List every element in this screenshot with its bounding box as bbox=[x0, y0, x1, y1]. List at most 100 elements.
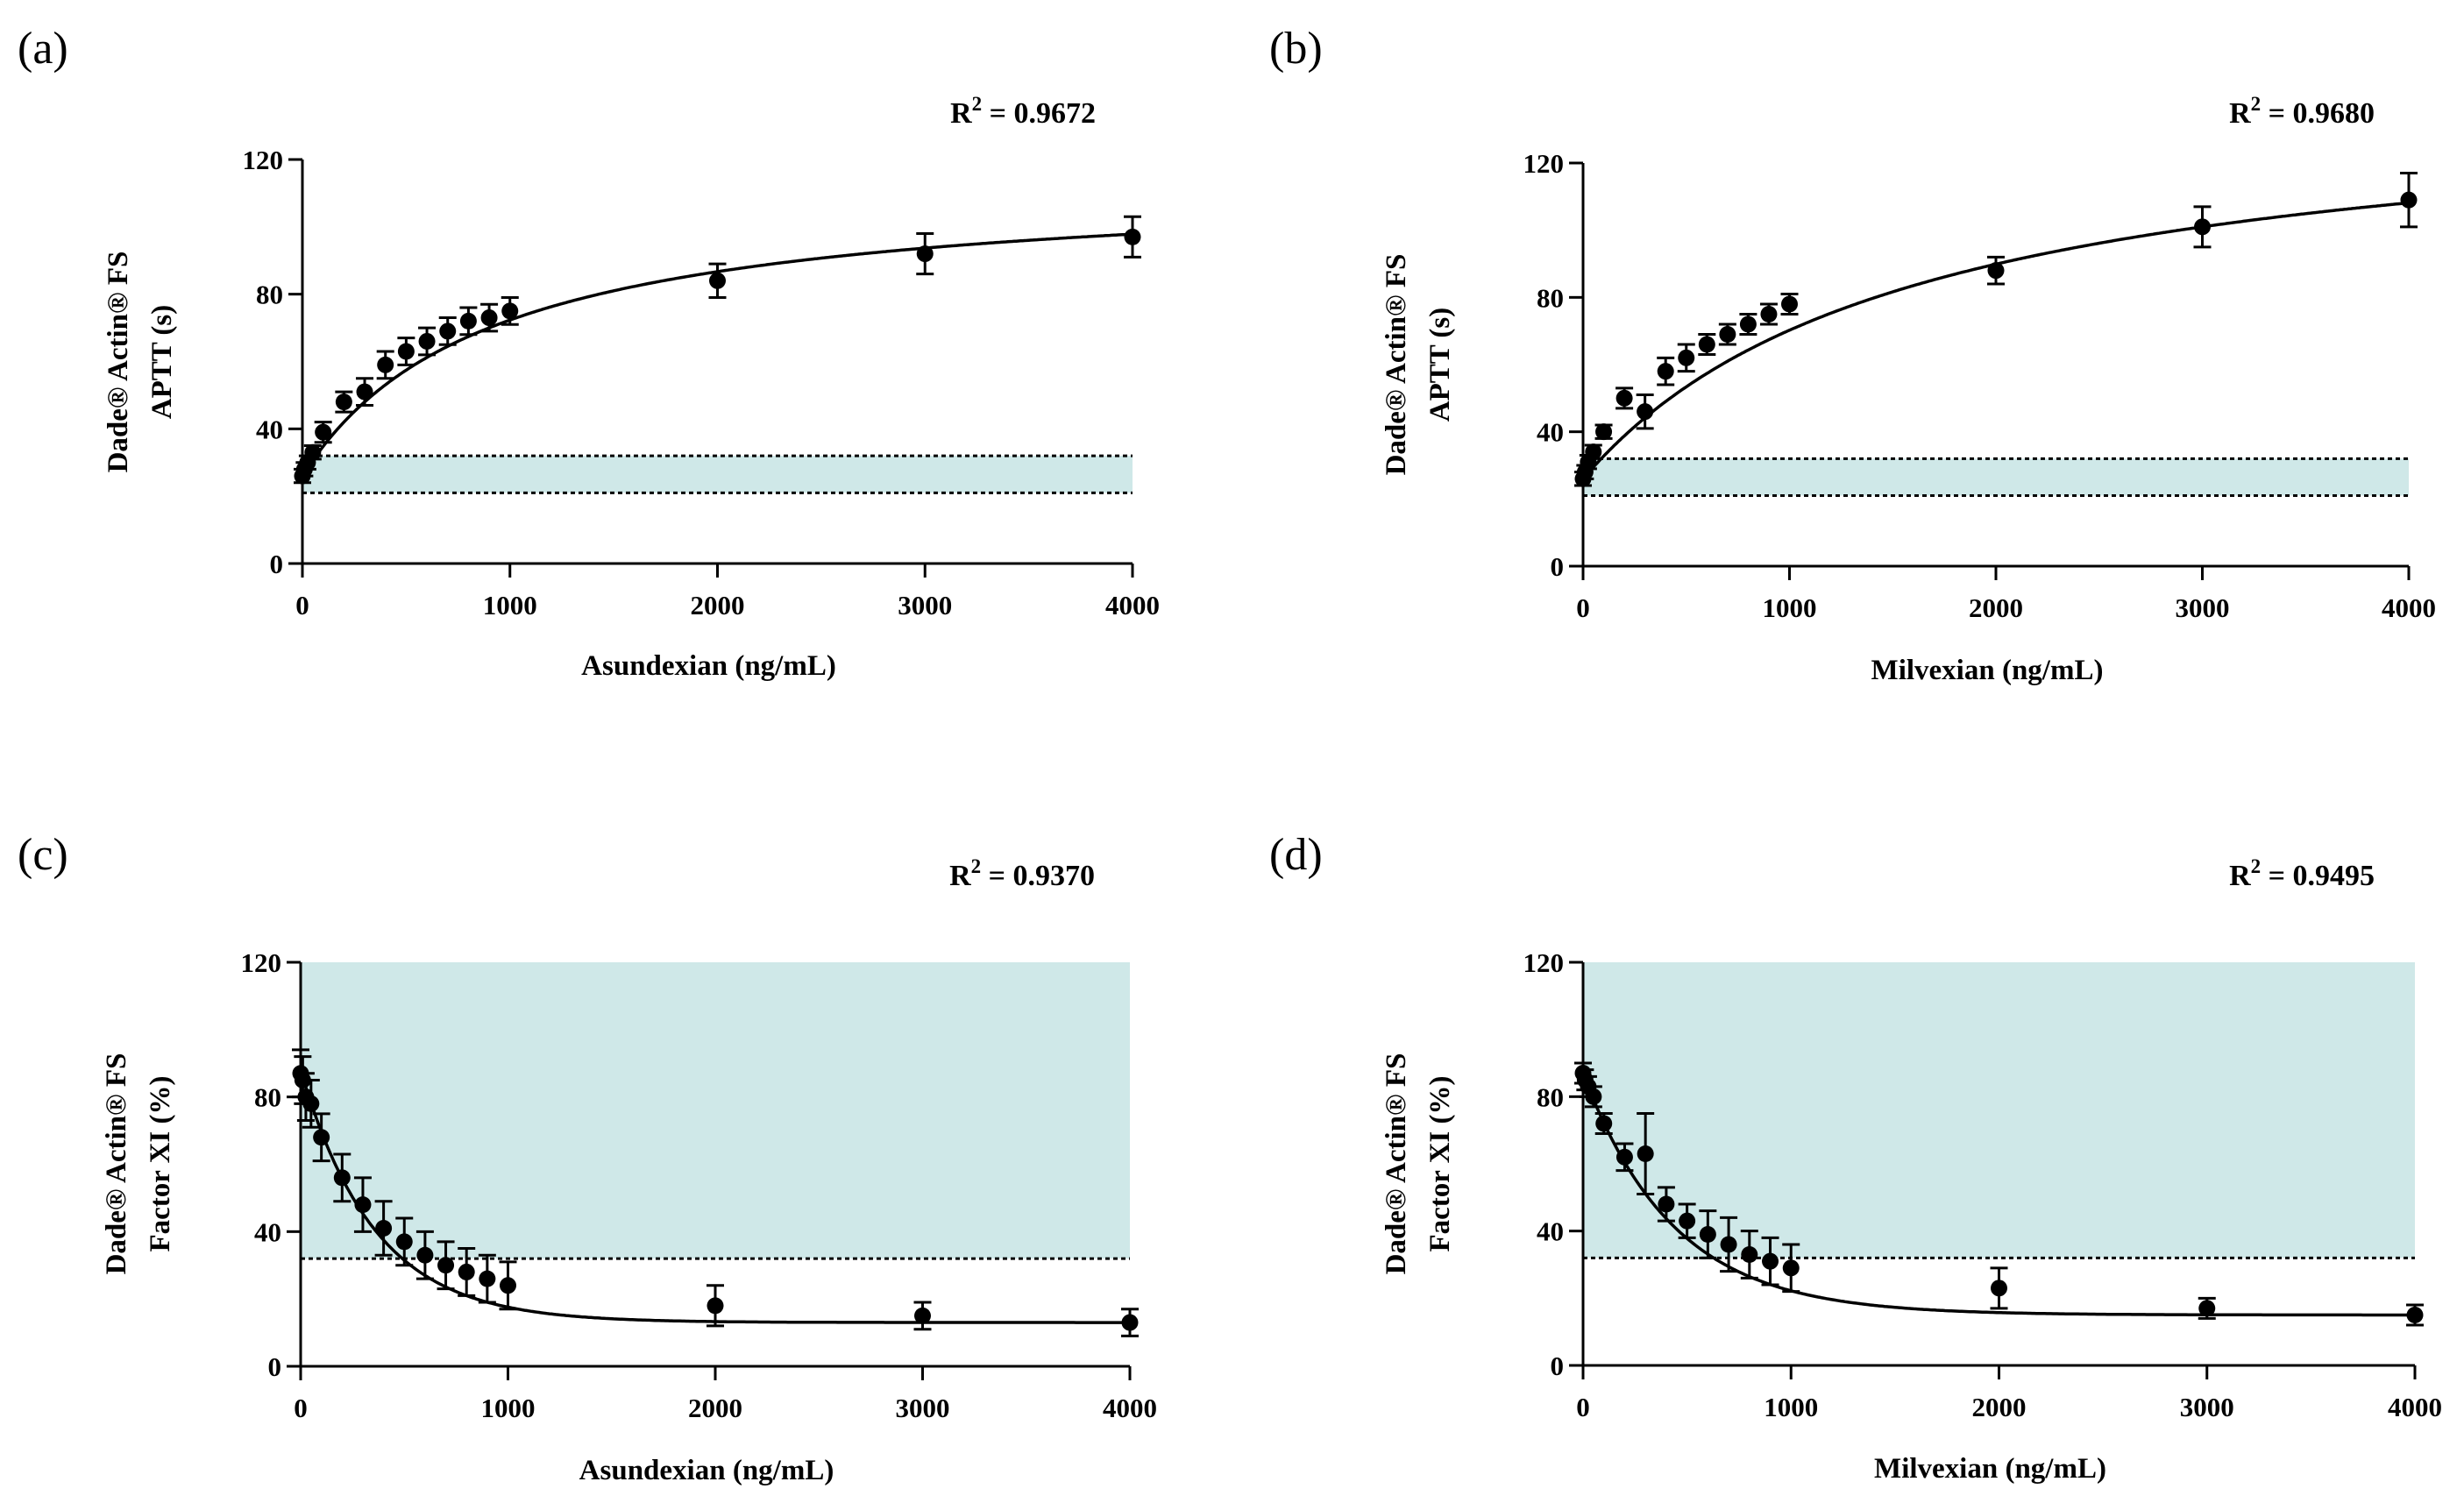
r-squared-superscript: 2 bbox=[2251, 855, 2262, 877]
data-point bbox=[1585, 443, 1602, 461]
fit-curve bbox=[1581, 1072, 2415, 1317]
data-point bbox=[315, 423, 332, 441]
data-point bbox=[458, 1263, 475, 1280]
data-point bbox=[1124, 228, 1141, 245]
data-point bbox=[914, 1307, 931, 1324]
x-tick-label: 1000 bbox=[1763, 592, 1817, 623]
r-squared-superscript: 2 bbox=[2251, 93, 2262, 115]
x-tick-label: 0 bbox=[294, 1393, 308, 1423]
r-squared-label: R2 = 0.9495 bbox=[2229, 855, 2375, 892]
y-axis-title-line: Dade® Actin® FS bbox=[101, 1053, 132, 1275]
y-axis-title-line: APTT (s) bbox=[146, 305, 178, 420]
x-tick-label: 2000 bbox=[1972, 1392, 2027, 1422]
panel-label: (c) bbox=[18, 830, 68, 880]
data-point bbox=[1698, 336, 1715, 353]
data-point bbox=[1781, 295, 1798, 313]
data-point bbox=[418, 332, 436, 350]
r-squared-label: R2 = 0.9680 bbox=[2229, 93, 2375, 130]
reference-band bbox=[1583, 458, 2409, 496]
data-point bbox=[2198, 1300, 2216, 1317]
r-squared-prefix: R bbox=[949, 860, 971, 892]
x-tick-label: 1000 bbox=[1764, 1392, 1818, 1422]
y-tick-label: 120 bbox=[1523, 148, 1565, 179]
data-point bbox=[313, 1129, 330, 1146]
panel-label: (d) bbox=[1269, 830, 1323, 880]
x-tick-label: 2000 bbox=[688, 1393, 742, 1423]
panel-label: (b) bbox=[1269, 24, 1323, 74]
x-tick-label: 2000 bbox=[691, 590, 745, 620]
reference-band bbox=[301, 962, 1130, 1259]
x-axis-title: Milvexian (ng/mL) bbox=[1871, 655, 2104, 686]
data-point bbox=[1699, 1226, 1716, 1243]
data-point bbox=[375, 1219, 393, 1237]
r-squared-value: = 0.9672 bbox=[982, 97, 1096, 130]
y-axis-title-line: Dade® Actin® FS bbox=[1381, 254, 1412, 476]
y-tick-label: 80 bbox=[256, 280, 283, 310]
data-point bbox=[333, 1169, 351, 1187]
y-tick-label: 0 bbox=[268, 1351, 282, 1382]
data-point bbox=[1637, 403, 1654, 421]
data-point bbox=[1739, 315, 1757, 333]
data-point bbox=[479, 1270, 496, 1287]
x-tick-label: 1000 bbox=[481, 1393, 536, 1423]
data-point bbox=[459, 312, 477, 330]
x-tick-label: 0 bbox=[1576, 1392, 1590, 1422]
y-axis-title-line: Dade® Actin® FS bbox=[1381, 1053, 1412, 1275]
r-squared-value: = 0.9680 bbox=[2261, 97, 2375, 130]
x-tick-label: 4000 bbox=[2382, 592, 2436, 623]
data-point bbox=[1782, 1259, 1800, 1277]
y-tick-label: 120 bbox=[243, 145, 284, 175]
data-point bbox=[1679, 1212, 1696, 1230]
y-tick-label: 120 bbox=[1523, 947, 1565, 978]
data-point bbox=[395, 1233, 413, 1251]
data-point bbox=[354, 1196, 372, 1214]
x-tick-label: 0 bbox=[295, 590, 309, 620]
data-point bbox=[501, 302, 519, 320]
data-point bbox=[1657, 363, 1674, 380]
r-squared-prefix: R bbox=[2229, 97, 2251, 130]
data-point bbox=[1121, 1314, 1139, 1331]
r-squared-value: = 0.9370 bbox=[981, 860, 1095, 892]
y-axis-title: Dade® Actin® FS APTT (s) bbox=[1381, 254, 1456, 476]
data-point bbox=[1637, 1145, 1654, 1162]
data-point bbox=[1987, 262, 2005, 280]
data-point bbox=[1760, 306, 1778, 323]
y-tick-label: 40 bbox=[1537, 1216, 1564, 1247]
data-point bbox=[439, 323, 457, 340]
data-point bbox=[1595, 1115, 1613, 1132]
data-point bbox=[2194, 218, 2211, 236]
y-axis-title: Dade® Actin® FS Factor XI (%) bbox=[101, 1053, 176, 1275]
r-squared-label: R2 = 0.9370 bbox=[949, 855, 1095, 892]
y-tick-label: 0 bbox=[1551, 551, 1565, 582]
data-point bbox=[1595, 423, 1613, 441]
chart-panel-c: 0 40 80 120 0 1000 2000 3000 4000 (c) R2 = 0.9370 A… bbox=[18, 830, 1157, 1486]
r-squared-value: = 0.9495 bbox=[2261, 860, 2375, 892]
data-point bbox=[707, 1297, 724, 1315]
data-point bbox=[437, 1257, 455, 1274]
x-tick-label: 4000 bbox=[1105, 590, 1160, 620]
data-point bbox=[1991, 1280, 2007, 1297]
x-tick-label: 3000 bbox=[2176, 592, 2230, 623]
data-point bbox=[356, 383, 373, 401]
r-squared-label: R2 = 0.9672 bbox=[950, 93, 1096, 130]
x-tick-label: 2000 bbox=[1969, 592, 2023, 623]
y-tick-label: 40 bbox=[256, 414, 283, 444]
data-point bbox=[1741, 1246, 1758, 1263]
y-axis-title: Dade® Actin® FS APTT (s) bbox=[103, 252, 178, 473]
y-axis-title-line: Factor XI (%) bbox=[145, 1076, 176, 1252]
reference-band bbox=[1583, 962, 2415, 1258]
chart-panel-d: 0 40 80 120 0 1000 2000 3000 4000 (d) R2 = 0.9495 M… bbox=[1269, 830, 2442, 1485]
data-point bbox=[2406, 1307, 2424, 1323]
panel-label: (a) bbox=[18, 24, 68, 74]
y-axis-title-line: Dade® Actin® FS bbox=[103, 252, 134, 473]
data-point bbox=[416, 1246, 434, 1264]
x-tick-label: 3000 bbox=[2180, 1392, 2234, 1422]
data-point bbox=[1615, 389, 1633, 407]
y-tick-label: 80 bbox=[254, 1082, 281, 1113]
chart-panel-b: 0 40 80 120 0 1000 2000 3000 4000 (b) R2 = 0.9680 M… bbox=[1269, 24, 2436, 686]
x-tick-label: 3000 bbox=[898, 590, 952, 620]
x-tick-label: 0 bbox=[1576, 592, 1590, 623]
reference-band bbox=[302, 456, 1133, 493]
x-axis-title: Milvexian (ng/mL) bbox=[1874, 1453, 2106, 1485]
r-squared-prefix: R bbox=[2229, 860, 2251, 892]
